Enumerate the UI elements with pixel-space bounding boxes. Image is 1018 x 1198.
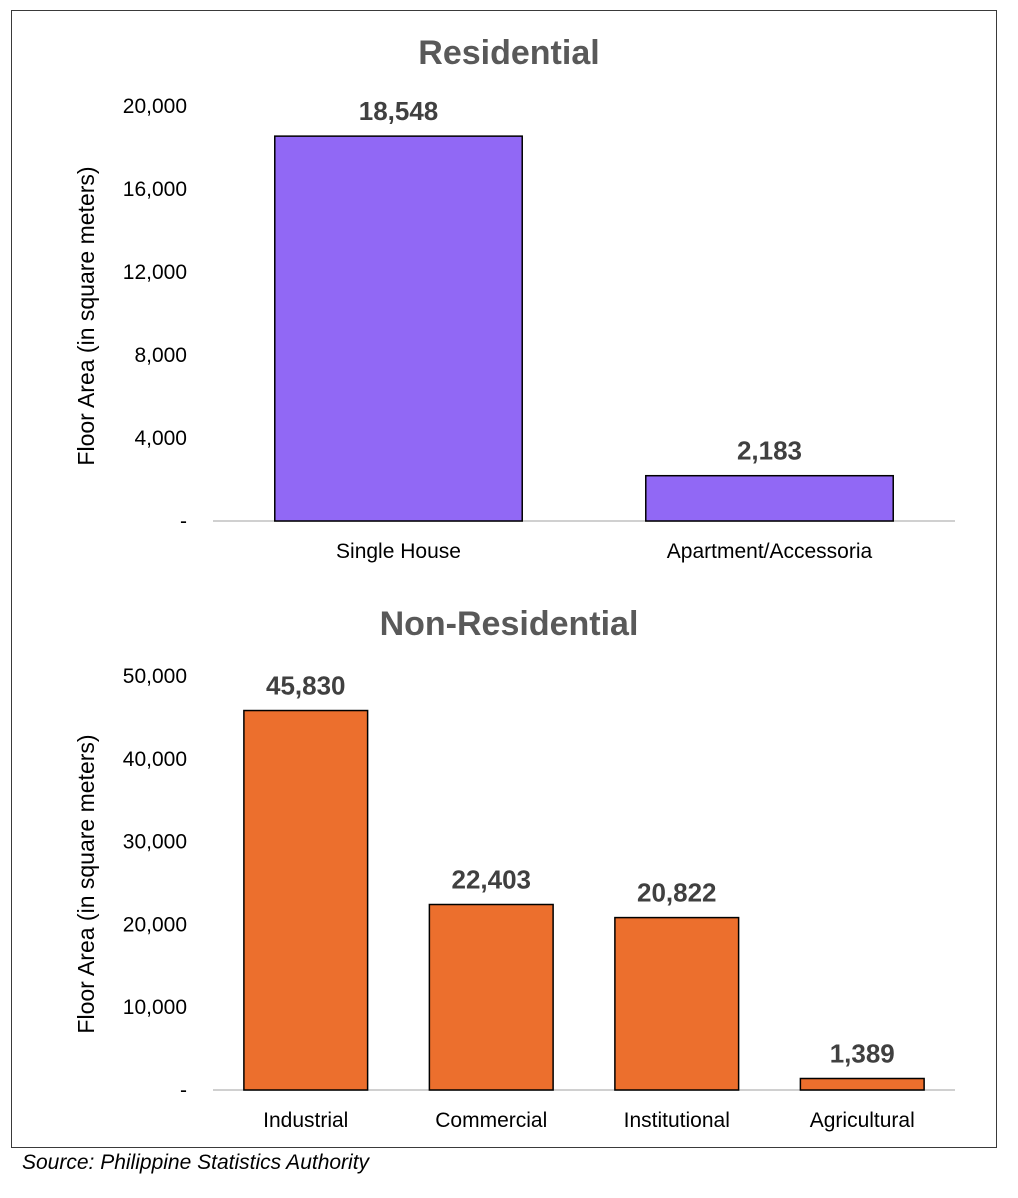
non-residential-bar: [614, 916, 740, 1091]
residential-bar: [274, 135, 523, 522]
non-residential-y-axis-label: Floor Area (in square meters): [73, 734, 99, 1033]
residential-data-labels: 18,548 2,183: [359, 96, 802, 466]
non-residential-y-tick-label: 30,000: [123, 831, 187, 854]
non-residential-category-label: Institutional: [624, 1109, 730, 1132]
residential-bar-value-label: 2,183: [737, 436, 802, 466]
residential-y-ticks: - 4,000 8,000 12,000 16,000 20,000: [123, 95, 187, 533]
non-residential-category-label: Industrial: [263, 1109, 348, 1132]
residential-y-axis-label: Floor Area (in square meters): [73, 166, 99, 465]
non-residential-y-ticks: - 10,000 20,000 30,000 40,000 50,000: [123, 665, 187, 1102]
residential-bars: [274, 135, 894, 522]
non-residential-bar-value-label: 45,830: [266, 671, 346, 701]
residential-y-tick-label: 4,000: [134, 427, 187, 450]
non-residential-y-tick-label: 20,000: [123, 913, 187, 936]
non-residential-chart-title: Non-Residential: [380, 605, 639, 643]
non-residential-bar-value-label: 1,389: [830, 1038, 895, 1068]
residential-y-tick-label: -: [180, 510, 187, 533]
non-residential-chart: Non-Residential Floor Area (in square me…: [73, 605, 955, 1132]
non-residential-y-tick-label: 40,000: [123, 748, 187, 771]
non-residential-y-tick-label: 50,000: [123, 665, 187, 688]
residential-category-label: Single House: [336, 540, 461, 563]
non-residential-bar-value-label: 20,822: [637, 878, 717, 908]
source-note: Source: Philippine Statistics Authority: [22, 1151, 370, 1174]
residential-chart-title: Residential: [418, 34, 599, 72]
residential-bar: [645, 474, 894, 522]
non-residential-y-tick-label: -: [180, 1079, 187, 1102]
non-residential-bar: [799, 1077, 925, 1091]
non-residential-bars: [243, 709, 925, 1091]
non-residential-category-label: Agricultural: [810, 1109, 915, 1132]
residential-y-tick-label: 8,000: [134, 344, 187, 367]
residential-category-labels: Single House Apartment/Accessoria: [336, 540, 872, 563]
non-residential-data-labels: 45,830 22,403 20,822 1,389: [266, 671, 895, 1069]
residential-y-tick-label: 12,000: [123, 261, 187, 284]
non-residential-bar-value-label: 22,403: [451, 865, 531, 895]
non-residential-bar: [428, 903, 554, 1091]
residential-category-label: Apartment/Accessoria: [667, 540, 873, 563]
residential-y-tick-label: 16,000: [123, 178, 187, 201]
non-residential-bar: [243, 709, 369, 1091]
chart-frame: [11, 10, 997, 1148]
non-residential-y-tick-label: 10,000: [123, 996, 187, 1019]
non-residential-category-label: Commercial: [435, 1109, 547, 1132]
residential-bar-value-label: 18,548: [359, 96, 439, 126]
residential-chart: Residential Floor Area (in square meters…: [73, 34, 955, 563]
non-residential-category-labels: Industrial Commercial Institutional Agricul…: [263, 1109, 915, 1132]
residential-y-tick-label: 20,000: [123, 95, 187, 118]
